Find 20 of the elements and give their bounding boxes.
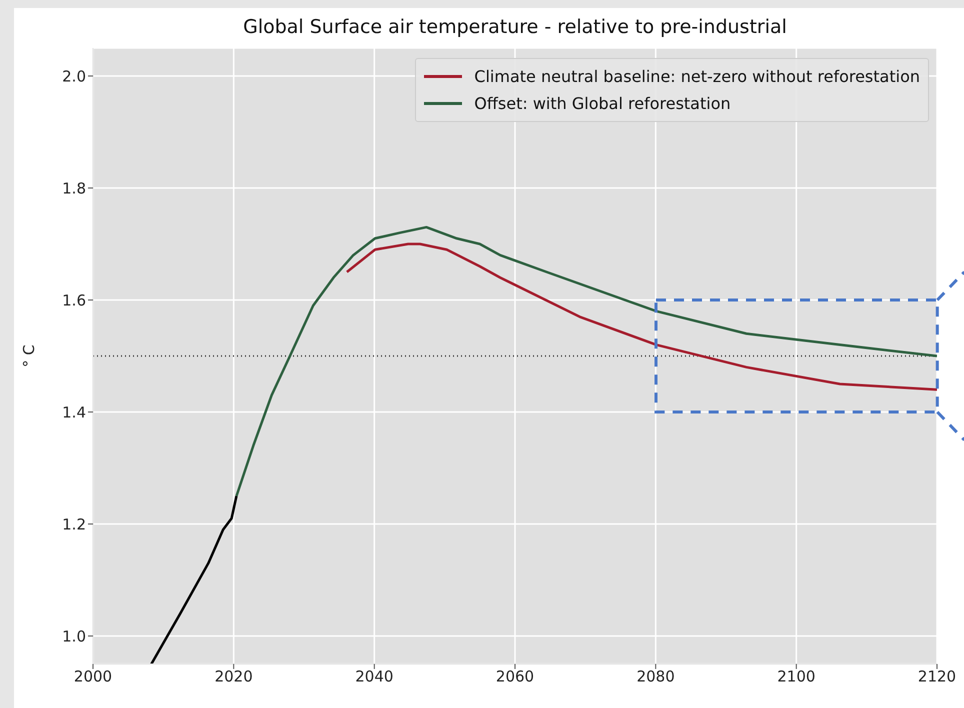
x-tick-label: 2120	[918, 668, 956, 686]
y-tick-label: 1.6	[62, 291, 86, 310]
chart-title: Global Surface air temperature - relative to pre-industrial	[242, 16, 788, 38]
x-tick-label: 2100	[777, 668, 816, 686]
line-series	[346, 242, 937, 391]
y-tick-label: 1.2	[62, 515, 86, 534]
x-tick-label: 2060	[496, 668, 534, 686]
y-axis-title: ° C	[20, 344, 38, 368]
line-series	[150, 494, 238, 664]
x-tick-label: 2080	[636, 668, 675, 686]
y-tick-label: 1.8	[62, 179, 86, 198]
line-series	[235, 226, 937, 498]
x-tick-label: 2000	[74, 668, 112, 686]
y-tick-label: 1.4	[62, 403, 86, 422]
legend-label: Offset: with Global reforestation	[474, 94, 731, 113]
y-tick-label: 1.0	[62, 627, 86, 646]
legend-label: Climate neutral baseline: net-zero without reforestation	[474, 67, 920, 86]
y-tick-label: 2.0	[62, 67, 86, 86]
x-tick-label: 2020	[214, 668, 253, 686]
x-tick-label: 2040	[355, 668, 394, 686]
